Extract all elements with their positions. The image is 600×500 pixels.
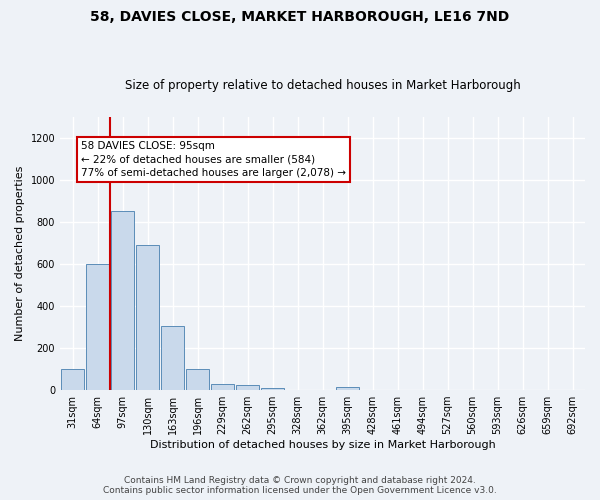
Bar (86, 264, 109, 390)
Bar (111, 212, 134, 390)
Text: Contains HM Land Registry data © Crown copyright and database right 2024.
Contai: Contains HM Land Registry data © Crown c… (103, 476, 497, 495)
Y-axis label: Number of detached properties: Number of detached properties (15, 166, 25, 341)
Bar (211, 384, 234, 390)
Bar (61, 369, 84, 390)
Bar (236, 385, 259, 390)
Bar (161, 326, 184, 390)
Title: Size of property relative to detached houses in Market Harborough: Size of property relative to detached ho… (125, 79, 520, 92)
Bar (336, 387, 359, 390)
Text: 58 DAVIES CLOSE: 95sqm
← 22% of detached houses are smaller (584)
77% of semi-de: 58 DAVIES CLOSE: 95sqm ← 22% of detached… (81, 142, 346, 178)
X-axis label: Distribution of detached houses by size in Market Harborough: Distribution of detached houses by size … (149, 440, 496, 450)
Bar (136, 245, 159, 390)
Bar (261, 388, 284, 390)
Bar (186, 369, 209, 390)
Text: 58, DAVIES CLOSE, MARKET HARBOROUGH, LE16 7ND: 58, DAVIES CLOSE, MARKET HARBOROUGH, LE1… (91, 10, 509, 24)
